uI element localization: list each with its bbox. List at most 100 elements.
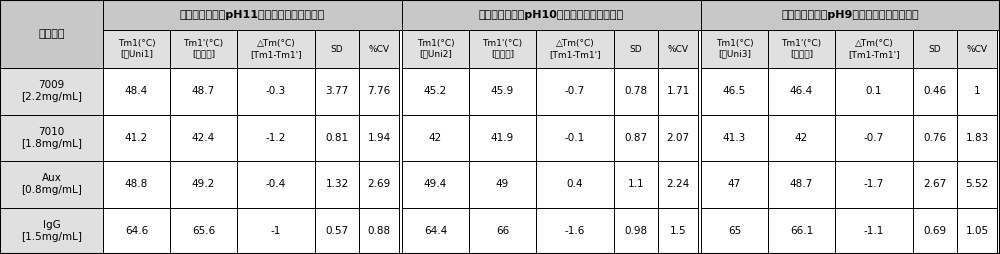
Text: 41.2: 41.2: [125, 133, 148, 143]
Text: 45.9: 45.9: [491, 86, 514, 96]
Bar: [658, 68, 698, 115]
Text: 1.71: 1.71: [666, 86, 690, 96]
Bar: [315, 208, 359, 254]
Text: 64.4: 64.4: [424, 226, 447, 236]
Bar: [469, 208, 536, 254]
Text: SD: SD: [331, 44, 343, 54]
Text: 再生次数: 再生次数: [38, 29, 65, 39]
Text: 7009
[2.2mg/mL]: 7009 [2.2mg/mL]: [21, 81, 82, 102]
Bar: [359, 68, 399, 115]
Text: 0.87: 0.87: [624, 133, 648, 143]
Bar: [835, 68, 913, 115]
Text: 7.76: 7.76: [367, 86, 391, 96]
Text: 46.5: 46.5: [723, 86, 746, 96]
Text: 42: 42: [429, 133, 442, 143]
Bar: [103, 30, 170, 68]
Bar: [536, 161, 614, 208]
Text: Tm1'(°C)
[再生后]: Tm1'(°C) [再生后]: [482, 39, 523, 59]
Bar: [768, 68, 835, 115]
Bar: [237, 68, 315, 115]
Bar: [701, 115, 768, 161]
Bar: [614, 68, 658, 115]
Text: △Tm(°C)
[Tm1-Tm1']: △Tm(°C) [Tm1-Tm1']: [549, 39, 601, 59]
Text: 0.46: 0.46: [923, 86, 947, 96]
Bar: [103, 161, 170, 208]
Text: 0.78: 0.78: [624, 86, 648, 96]
Bar: [0, 115, 103, 161]
Bar: [469, 30, 536, 68]
Bar: [402, 0, 701, 30]
Text: -1.7: -1.7: [864, 179, 884, 189]
Text: -1: -1: [271, 226, 281, 236]
Text: 0.88: 0.88: [367, 226, 391, 236]
Bar: [768, 115, 835, 161]
Text: 0.76: 0.76: [923, 133, 947, 143]
Text: 1.94: 1.94: [367, 133, 391, 143]
Text: -0.7: -0.7: [864, 133, 884, 143]
Bar: [469, 68, 536, 115]
Text: 氢氧化钠溶液（pH9）第一次再生样品实验: 氢氧化钠溶液（pH9）第一次再生样品实验: [782, 10, 919, 20]
Bar: [913, 115, 957, 161]
Bar: [237, 208, 315, 254]
Text: %CV: %CV: [368, 44, 390, 54]
Bar: [701, 68, 768, 115]
Text: 0.98: 0.98: [624, 226, 648, 236]
Bar: [957, 161, 997, 208]
Text: 2.69: 2.69: [367, 179, 391, 189]
Bar: [170, 115, 237, 161]
Bar: [768, 208, 835, 254]
Text: Aux
[0.8mg/mL]: Aux [0.8mg/mL]: [21, 173, 82, 195]
Text: 1.1: 1.1: [628, 179, 644, 189]
Bar: [701, 208, 768, 254]
Text: 1.32: 1.32: [325, 179, 349, 189]
Text: IgG
[1.5mg/mL]: IgG [1.5mg/mL]: [21, 220, 82, 242]
Text: 41.3: 41.3: [723, 133, 746, 143]
Bar: [237, 161, 315, 208]
Bar: [957, 208, 997, 254]
Bar: [536, 30, 614, 68]
Text: 2.07: 2.07: [666, 133, 690, 143]
Bar: [469, 115, 536, 161]
Bar: [359, 115, 399, 161]
Bar: [402, 115, 469, 161]
Bar: [913, 30, 957, 68]
Bar: [658, 208, 698, 254]
Bar: [0, 68, 103, 115]
Bar: [835, 115, 913, 161]
Text: 66: 66: [496, 226, 509, 236]
Text: 1.05: 1.05: [965, 226, 989, 236]
Text: Tm1(°C)
[新Uni1]: Tm1(°C) [新Uni1]: [118, 39, 155, 59]
Bar: [359, 161, 399, 208]
Bar: [658, 30, 698, 68]
Text: -1.2: -1.2: [266, 133, 286, 143]
Bar: [237, 115, 315, 161]
Bar: [658, 161, 698, 208]
Bar: [913, 68, 957, 115]
Bar: [315, 30, 359, 68]
Text: 49: 49: [496, 179, 509, 189]
Bar: [768, 161, 835, 208]
Text: -1.1: -1.1: [864, 226, 884, 236]
Bar: [835, 30, 913, 68]
Text: 0.57: 0.57: [325, 226, 349, 236]
Text: Tm1'(°C)
[再生后]: Tm1'(°C) [再生后]: [183, 39, 224, 59]
Text: △Tm(°C)
[Tm1-Tm1']: △Tm(°C) [Tm1-Tm1']: [848, 39, 900, 59]
Bar: [768, 30, 835, 68]
Text: 42: 42: [795, 133, 808, 143]
Bar: [0, 208, 103, 254]
Text: -0.1: -0.1: [565, 133, 585, 143]
Bar: [536, 115, 614, 161]
Text: △Tm(°C)
[Tm1-Tm1']: △Tm(°C) [Tm1-Tm1']: [250, 39, 302, 59]
Bar: [237, 30, 315, 68]
Text: 65.6: 65.6: [192, 226, 215, 236]
Text: SD: SD: [929, 44, 941, 54]
Text: 48.4: 48.4: [125, 86, 148, 96]
Text: 42.4: 42.4: [192, 133, 215, 143]
Text: 48.8: 48.8: [125, 179, 148, 189]
Bar: [103, 208, 170, 254]
Text: 氢氧化钠溶液（pH11）第一次再生样品实验: 氢氧化钠溶液（pH11）第一次再生样品实验: [180, 10, 325, 20]
Bar: [913, 208, 957, 254]
Bar: [103, 115, 170, 161]
Text: -1.6: -1.6: [565, 226, 585, 236]
Text: 49.4: 49.4: [424, 179, 447, 189]
